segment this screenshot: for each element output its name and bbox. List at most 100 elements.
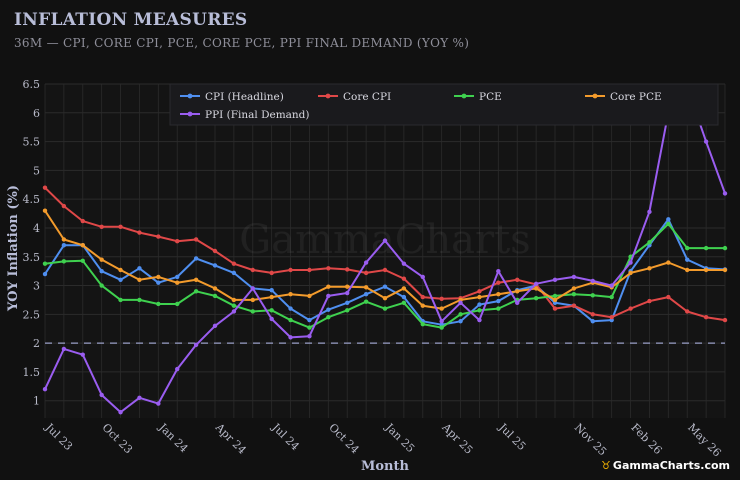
data-point-core-pce [118, 267, 123, 273]
data-point-core-cpi [345, 267, 350, 272]
data-point-core-pce [533, 286, 539, 291]
x-tick-label: Feb 26 [628, 421, 664, 457]
page-title: INFLATION MEASURES [14, 10, 248, 30]
data-point-core-cpi [307, 267, 312, 273]
data-point-core-pce [80, 243, 85, 248]
y-tick-label: 1 [33, 395, 40, 408]
data-point-ppi-final-demand [533, 281, 539, 287]
data-point-ppi-final-demand [99, 392, 104, 398]
y-tick-label: 1.5 [23, 366, 41, 379]
data-point-core-cpi [628, 306, 633, 311]
data-point-core-pce [156, 274, 161, 280]
data-point-pce [382, 306, 388, 311]
x-tick-label: Nov 25 [572, 421, 609, 458]
data-point-pce [137, 297, 142, 303]
data-point-cpi-headline [382, 284, 388, 289]
data-point-core-cpi [552, 306, 558, 311]
data-point-pce [477, 308, 482, 313]
data-point-pce [307, 325, 312, 330]
data-point-ppi-final-demand [609, 283, 614, 288]
data-point-pce [590, 293, 595, 298]
data-point-pce [156, 301, 161, 307]
data-point-pce [345, 308, 350, 313]
data-point-core-cpi [571, 303, 577, 308]
data-point-cpi-headline [269, 287, 274, 293]
x-tick-label: Jul 23 [42, 420, 75, 453]
data-point-cpi-headline [193, 256, 199, 261]
legend-marker [187, 93, 193, 99]
data-point-core-pce [439, 306, 444, 311]
data-point-pce [458, 312, 463, 317]
x-axis-label: Month [361, 459, 410, 474]
y-tick-label: 4 [33, 222, 40, 235]
y-tick-label: 5 [33, 164, 40, 177]
data-point-cpi-headline [61, 243, 67, 248]
data-point-core-cpi [231, 261, 237, 266]
data-point-ppi-final-demand [156, 401, 161, 406]
data-point-ppi-final-demand [552, 277, 558, 282]
data-point-core-pce [515, 289, 520, 294]
data-point-pce [439, 325, 444, 330]
data-point-pce [647, 240, 652, 245]
data-point-ppi-final-demand [439, 319, 444, 324]
y-tick-label: 4.5 [23, 193, 41, 206]
data-point-pce [175, 301, 180, 307]
data-point-ppi-final-demand [647, 209, 652, 215]
data-point-ppi-final-demand [175, 366, 180, 372]
legend-label: Core PCE [610, 91, 662, 103]
data-point-core-cpi [193, 237, 199, 242]
data-point-ppi-final-demand [250, 286, 255, 291]
data-point-ppi-final-demand [193, 342, 199, 348]
data-point-ppi-final-demand [401, 261, 407, 266]
series-core-cpi [42, 185, 728, 323]
data-point-pce [269, 308, 274, 313]
data-point-pce [212, 293, 218, 299]
data-point-ppi-final-demand [61, 346, 67, 352]
data-point-ppi-final-demand [326, 293, 331, 299]
data-point-cpi-headline [363, 291, 369, 297]
data-point-core-pce [231, 297, 237, 303]
x-tick-label: Jul 24 [269, 420, 302, 453]
data-point-ppi-final-demand [269, 316, 274, 322]
data-point-pce [42, 261, 48, 266]
data-point-core-pce [326, 284, 331, 289]
legend-label: Core CPI [343, 91, 391, 103]
data-point-ppi-final-demand [212, 323, 218, 329]
legend-marker [592, 93, 598, 99]
data-point-core-pce [685, 267, 690, 273]
data-point-core-cpi [703, 315, 709, 320]
data-point-core-pce [288, 291, 293, 297]
data-point-ppi-final-demand [80, 352, 85, 357]
x-tick-label: Apr 24 [212, 420, 249, 457]
data-point-core-pce [61, 237, 67, 242]
data-point-ppi-final-demand [231, 309, 237, 314]
data-point-pce [61, 259, 67, 264]
data-point-core-pce [175, 280, 180, 285]
data-point-ppi-final-demand [628, 260, 633, 265]
series-ppi-final-demand [42, 84, 728, 415]
data-point-core-cpi [363, 270, 369, 276]
legend-label: PPI (Final Demand) [205, 109, 310, 121]
data-point-core-cpi [326, 266, 331, 271]
data-point-cpi-headline [42, 271, 48, 277]
series-layer [42, 84, 728, 415]
data-point-pce [363, 299, 369, 304]
x-tick-labels: Jul 23 Oct 23 Jan 24 Apr 24 Jul 24 Oct 24 Jan … [42, 420, 723, 459]
data-point-core-pce [703, 267, 709, 273]
brand-logo: ♉︎ GammaCharts.com [601, 459, 730, 472]
data-point-core-cpi [722, 317, 728, 323]
data-point-ppi-final-demand [420, 274, 425, 280]
data-point-pce [99, 283, 104, 288]
data-point-core-pce [666, 260, 671, 265]
data-point-ppi-final-demand [496, 268, 501, 274]
data-point-core-cpi [647, 298, 652, 304]
y-tick-label: 6.5 [23, 78, 41, 91]
y-tick-label: 3.5 [23, 251, 41, 264]
data-point-pce [401, 300, 407, 306]
data-point-pce [118, 297, 123, 303]
data-point-core-pce [307, 293, 312, 299]
data-point-ppi-final-demand [42, 387, 48, 392]
data-point-ppi-final-demand [703, 139, 709, 144]
x-tick-label: Jan 25 [382, 420, 417, 455]
